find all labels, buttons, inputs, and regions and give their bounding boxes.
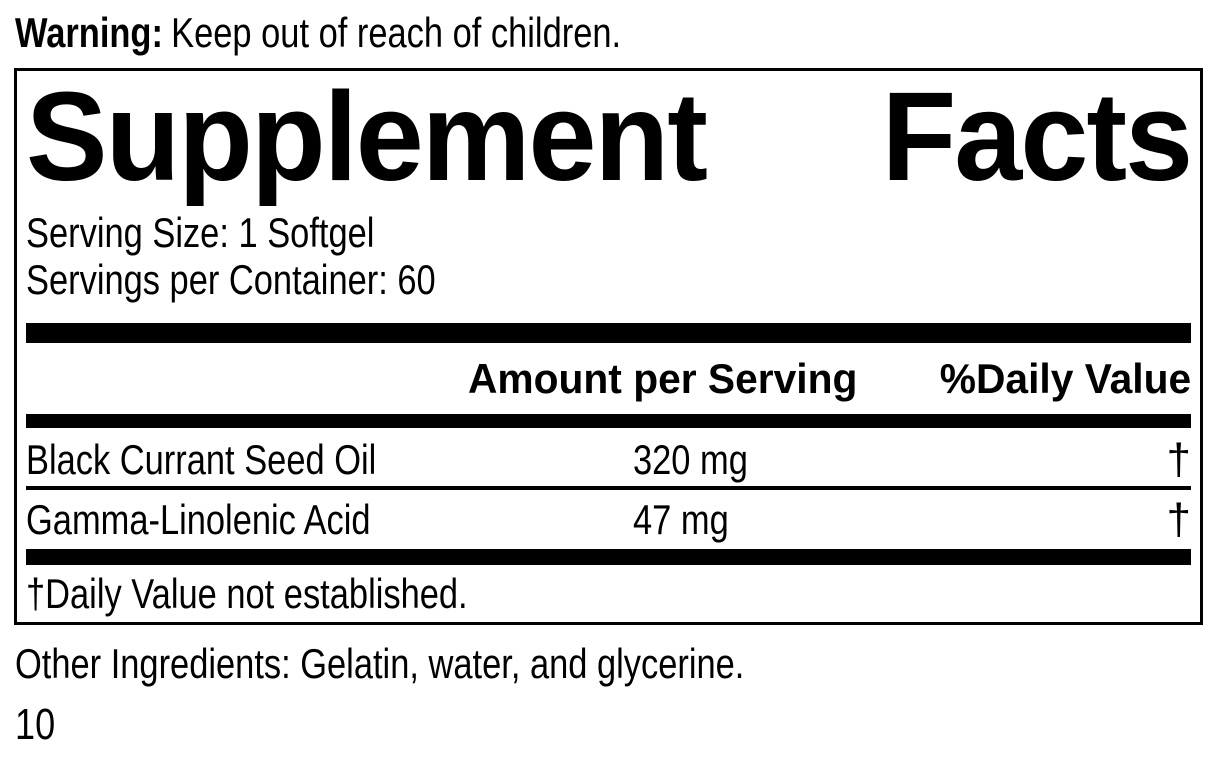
divider-thick-under-header — [26, 414, 1191, 428]
servings-per-container: Servings per Container: 60 — [26, 256, 436, 303]
table-row: Black Currant Seed Oil 320 mg † — [26, 428, 1191, 490]
footnote-text: †Daily Value not established. — [26, 570, 468, 617]
ingredient-amount: 320 mg — [633, 436, 748, 483]
divider-thick-bottom — [26, 549, 1191, 565]
supplement-facts-panel: Supplement Facts Serving Size: 1 Softgel… — [14, 68, 1203, 625]
ingredient-name: Gamma-Linolenic Acid — [26, 496, 371, 543]
other-ingredients-text: Other Ingredients: Gelatin, water, and g… — [15, 640, 745, 687]
panel-title-word-1: Supplement — [26, 66, 708, 207]
divider-thick-top — [26, 323, 1191, 343]
serving-size: Serving Size: 1 Softgel — [26, 209, 375, 256]
warning-label: Warning: — [15, 9, 163, 56]
other-ingredients-line: Other Ingredients: Gelatin, water, and g… — [15, 641, 1214, 687]
table-header-row: Amount per Serving %Daily Value — [26, 343, 1191, 414]
page-number: 10 — [15, 701, 1214, 749]
warning-line: Warning: Keep out of reach of children. — [15, 10, 1214, 56]
supplement-label-page: Warning: Keep out of reach of children. S… — [0, 10, 1214, 760]
amount-per-serving-header: Amount per Serving — [468, 355, 858, 402]
footnote: †Daily Value not established. — [26, 565, 1191, 622]
warning-text: Keep out of reach of children. — [171, 9, 622, 56]
daily-value-header: %Daily Value — [939, 355, 1191, 402]
ingredient-daily-value: † — [1166, 495, 1191, 544]
ingredient-amount: 47 mg — [633, 496, 729, 543]
serving-info: Serving Size: 1 Softgel Servings per Con… — [26, 209, 1191, 303]
ingredient-daily-value: † — [1166, 435, 1191, 484]
panel-title: Supplement Facts — [26, 66, 1193, 207]
warning-text-wrap: Warning: Keep out of reach of children. — [15, 10, 621, 56]
panel-title-word-2: Facts — [881, 66, 1193, 207]
page-number-text: 10 — [15, 700, 56, 749]
ingredient-name: Black Currant Seed Oil — [26, 436, 377, 483]
table-row: Gamma-Linolenic Acid 47 mg † — [26, 490, 1191, 549]
